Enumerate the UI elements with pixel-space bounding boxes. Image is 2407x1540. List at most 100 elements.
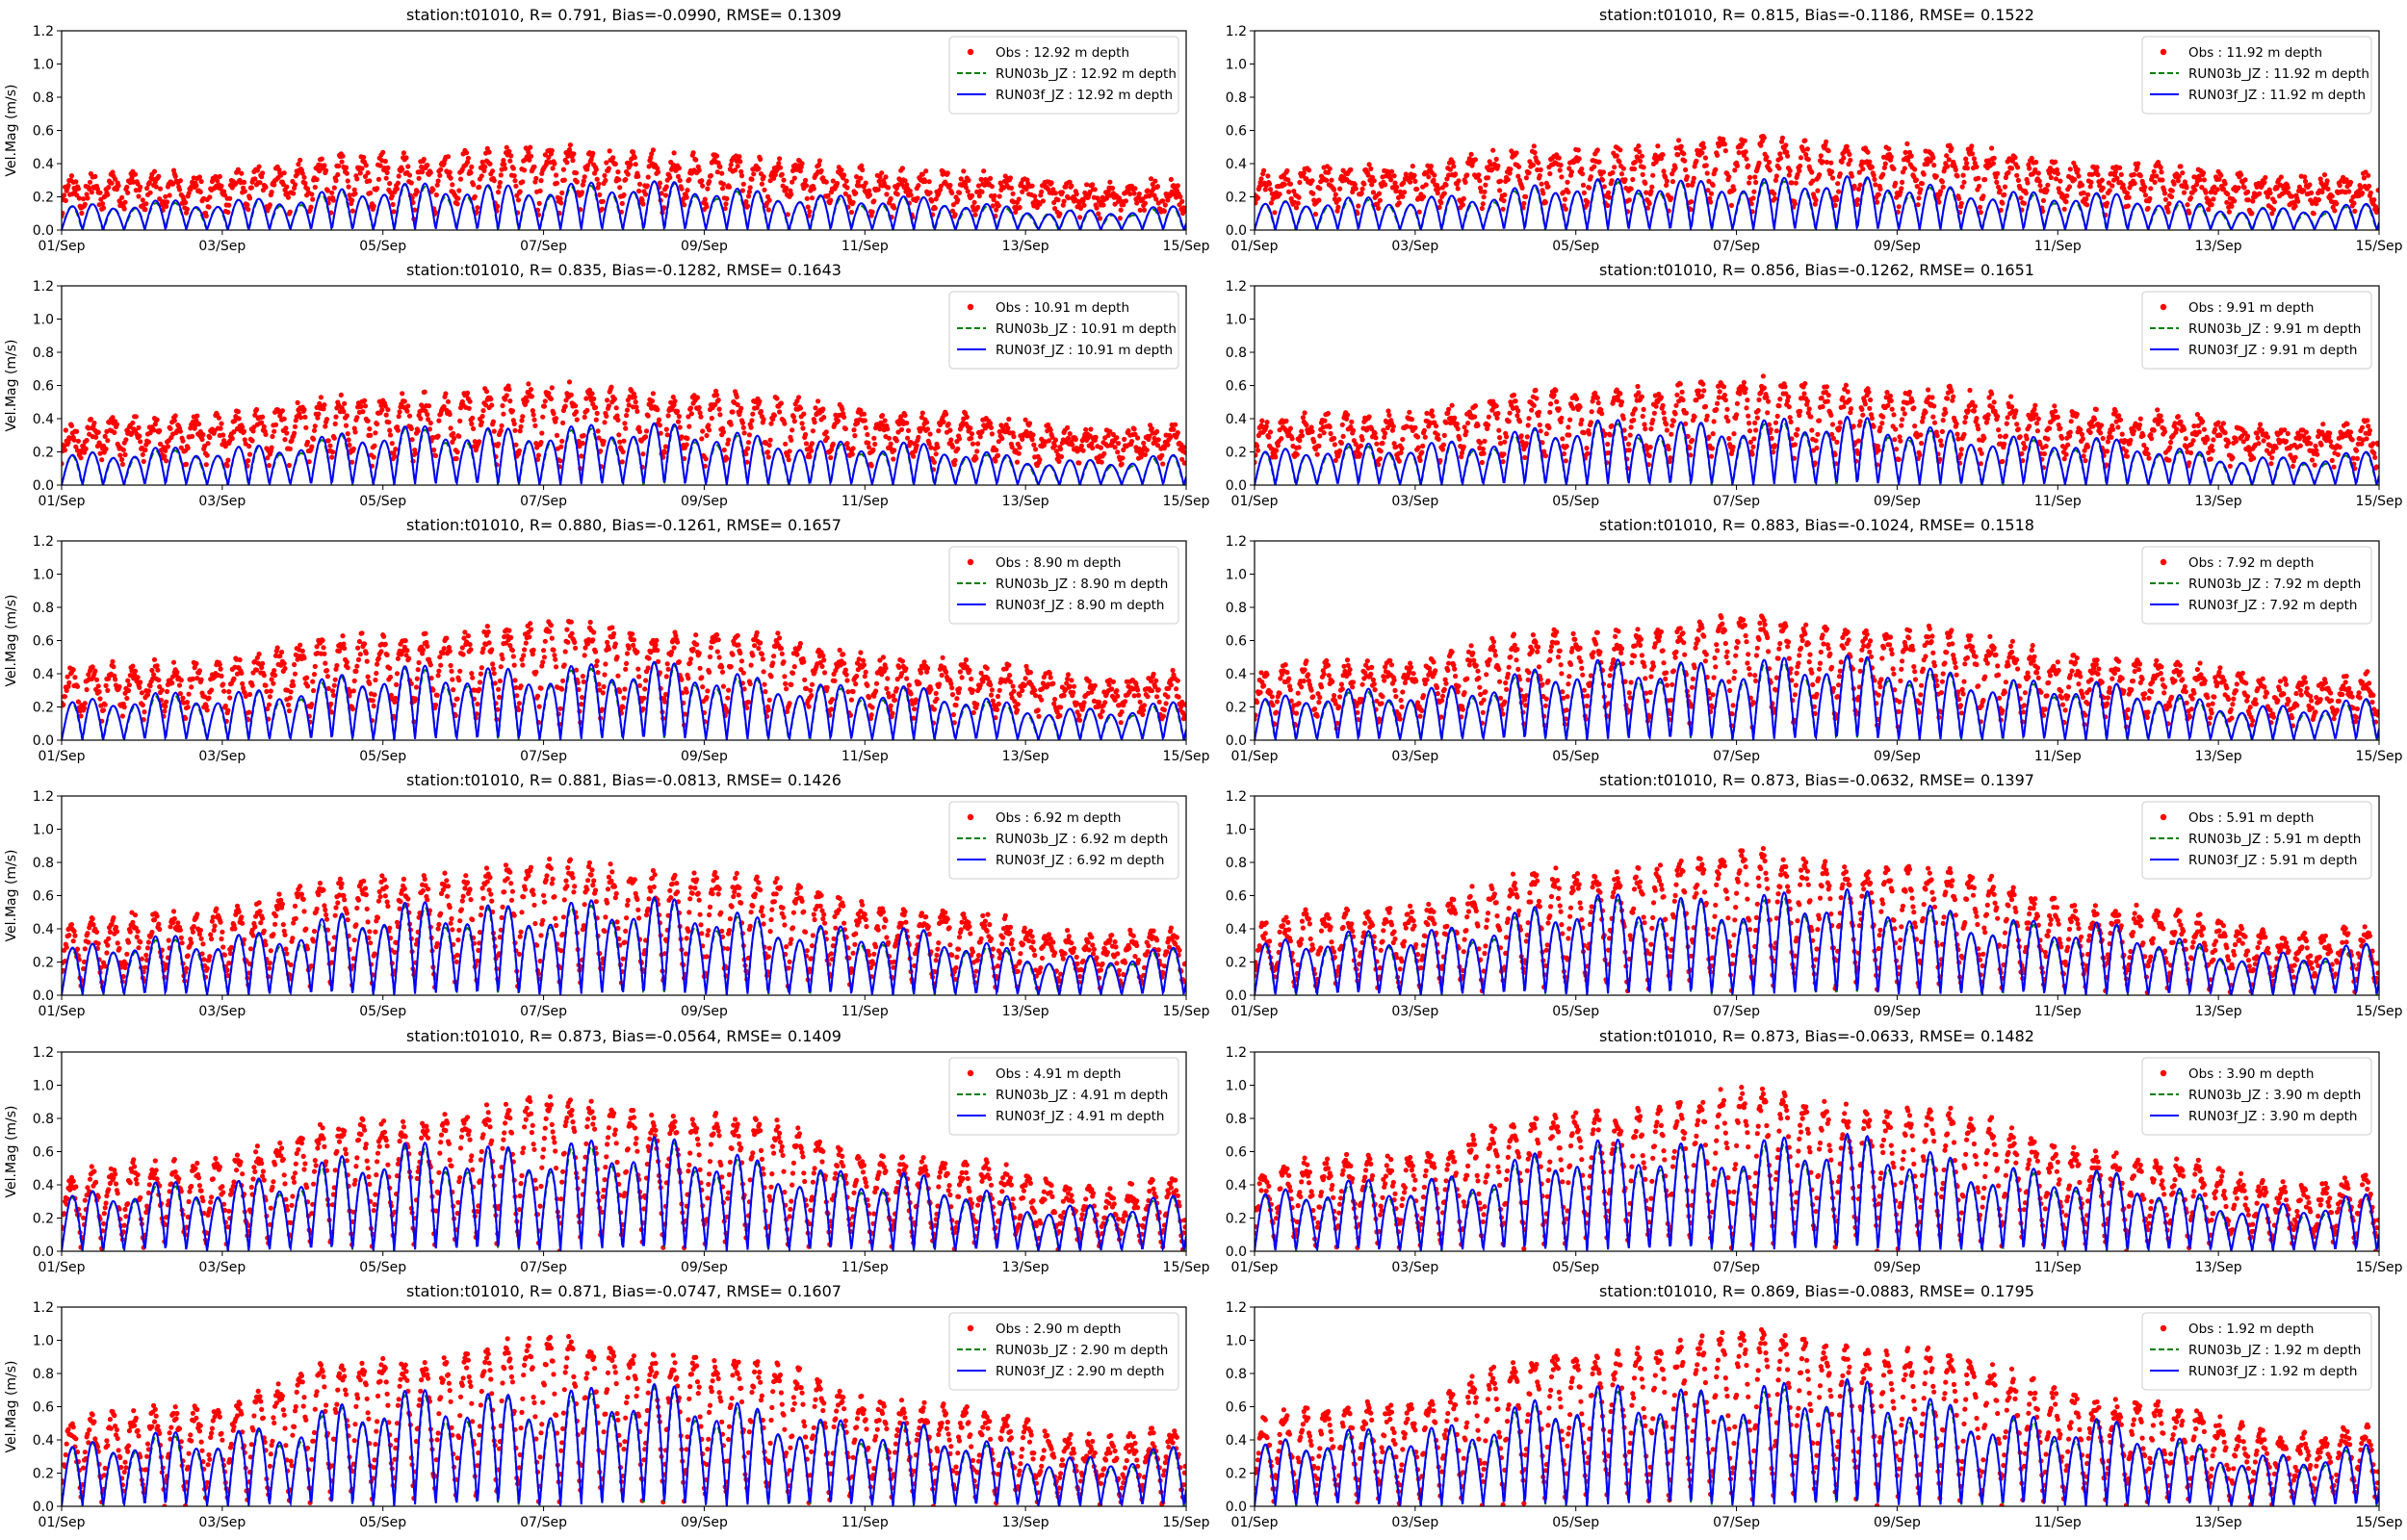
obs-point <box>1990 161 1996 167</box>
obs-point <box>594 410 600 416</box>
obs-point <box>435 433 441 439</box>
obs-point <box>1523 441 1529 447</box>
obs-point <box>1829 168 1835 174</box>
obs-point <box>1887 393 1894 398</box>
obs-point <box>1371 178 1377 184</box>
obs-point <box>287 209 293 215</box>
obs-point <box>1482 189 1488 194</box>
obs-point <box>256 164 262 169</box>
obs-point <box>63 197 68 203</box>
obs-point <box>863 180 868 186</box>
obs-point <box>1900 406 1906 412</box>
obs-point <box>1989 145 1995 151</box>
obs-point <box>486 149 492 155</box>
obs-point <box>743 451 749 457</box>
obs-point <box>79 210 85 217</box>
obs-point <box>728 422 734 427</box>
obs-point <box>1056 458 1062 464</box>
obs-point <box>1069 183 1074 189</box>
obs-point <box>203 213 209 218</box>
obs-point <box>452 435 457 442</box>
obs-point <box>975 204 981 211</box>
obs-point <box>1766 398 1772 404</box>
obs-point <box>735 401 740 408</box>
obs-point <box>2002 184 2008 190</box>
obs-point <box>362 403 369 409</box>
obs-point <box>635 173 641 179</box>
obs-point <box>1456 178 1462 184</box>
obs-point <box>2158 165 2163 170</box>
obs-point <box>1687 445 1693 450</box>
x-tick-label: 15/Sep <box>1163 494 1210 509</box>
obs-point <box>664 432 670 438</box>
obs-point <box>1558 162 1564 168</box>
obs-point <box>383 412 389 418</box>
obs-point <box>1700 141 1706 146</box>
obs-point <box>767 437 773 443</box>
obs-point <box>951 462 957 468</box>
obs-point <box>2029 155 2034 161</box>
obs-point <box>105 192 111 197</box>
obs-point <box>607 148 612 154</box>
obs-point <box>1980 193 1986 199</box>
obs-point <box>1479 459 1485 466</box>
obs-point <box>1779 135 1785 141</box>
obs-point <box>314 176 320 183</box>
obs-point <box>1684 174 1690 180</box>
obs-point <box>566 146 573 153</box>
obs-point <box>1093 434 1099 440</box>
obs-point <box>530 408 535 414</box>
obs-point <box>216 415 221 421</box>
obs-point <box>893 438 899 444</box>
obs-point <box>469 164 475 169</box>
obs-point <box>1677 381 1683 387</box>
obs-point <box>1094 205 1100 211</box>
obs-point <box>790 414 797 420</box>
obs-point <box>125 190 131 195</box>
obs-point <box>616 432 622 438</box>
obs-point <box>1755 407 1761 414</box>
obs-point <box>617 185 623 191</box>
obs-point <box>198 178 204 185</box>
obs-point <box>882 418 888 424</box>
obs-point <box>1787 167 1793 173</box>
obs-point <box>723 201 729 207</box>
obs-point <box>1859 406 1865 412</box>
obs-point <box>412 207 418 213</box>
obs-point <box>1584 446 1590 451</box>
obs-point <box>443 391 449 397</box>
obs-point <box>1462 424 1467 430</box>
obs-point <box>1011 434 1017 440</box>
obs-point <box>1110 431 1116 438</box>
obs-point <box>2072 176 2078 183</box>
obs-point <box>1353 441 1359 447</box>
obs-point <box>1263 424 1269 429</box>
obs-point <box>517 428 523 434</box>
obs-point <box>252 412 258 418</box>
obs-point <box>1136 191 1142 197</box>
obs-point <box>634 408 640 414</box>
obs-point <box>2040 197 2047 203</box>
obs-point <box>281 416 287 422</box>
obs-point <box>434 182 440 188</box>
obs-point <box>1609 423 1615 428</box>
obs-point <box>335 171 341 178</box>
obs-point <box>1837 420 1843 425</box>
obs-point <box>2319 189 2325 195</box>
obs-point <box>945 170 950 176</box>
obs-point <box>688 411 695 417</box>
obs-point <box>605 398 610 403</box>
obs-point <box>292 424 298 429</box>
obs-point <box>2239 172 2244 178</box>
obs-point <box>120 447 126 453</box>
obs-point <box>116 183 121 189</box>
obs-point <box>215 178 220 184</box>
obs-point <box>938 183 945 189</box>
obs-point <box>503 166 508 171</box>
obs-point <box>2045 182 2051 188</box>
obs-point <box>1275 443 1281 449</box>
obs-point <box>541 403 548 409</box>
obs-point <box>1519 185 1525 191</box>
obs-point <box>1788 419 1794 424</box>
